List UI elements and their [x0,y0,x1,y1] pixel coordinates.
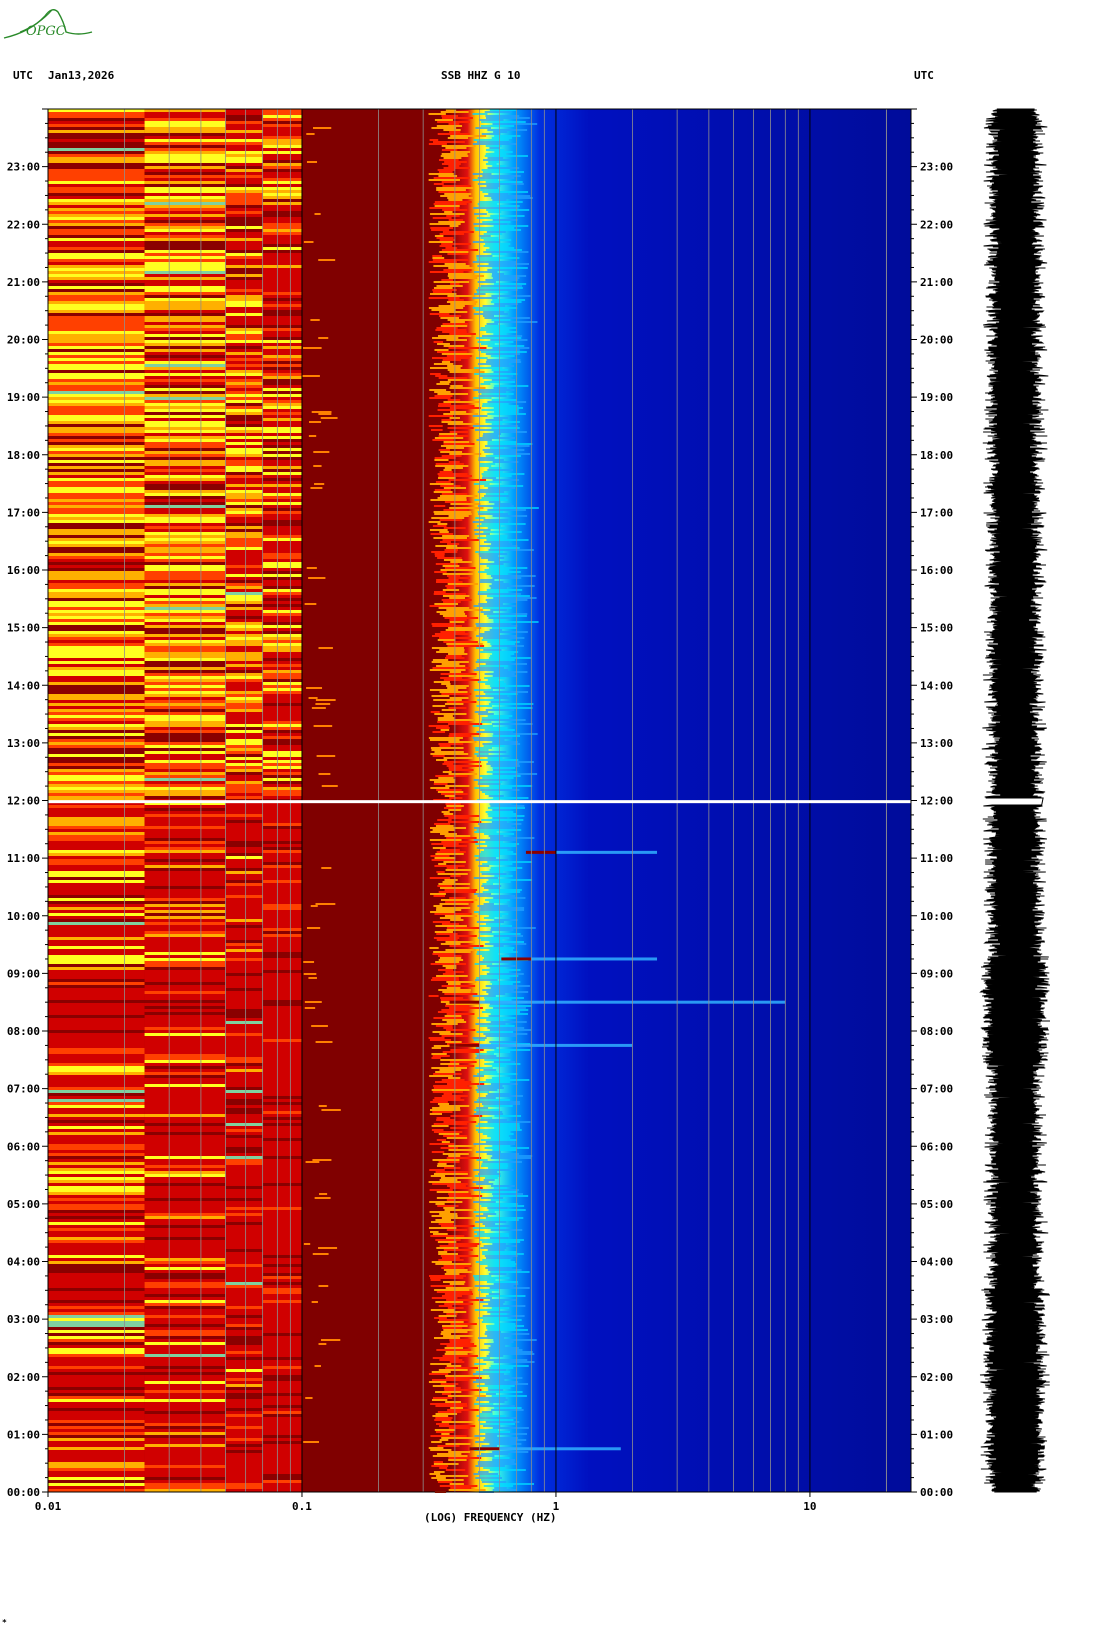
y-tick-label-left: 09:00 [7,967,40,980]
event-line [555,850,658,854]
x-axis-label: (LOG) FREQUENCY (HZ) [424,1511,557,1524]
y-tick-label-left: 01:00 [7,1428,40,1441]
y-tick-label-left: 19:00 [7,391,40,404]
y-tick-label-right: 14:00 [920,679,953,692]
event-line [531,957,658,961]
y-tick-label-left: 17:00 [7,506,40,519]
y-tick-label-left: 10:00 [7,910,40,923]
low-frequency-bands [48,109,302,1492]
header-station: SSB HHZ G 10 [441,69,521,82]
y-tick-label-left: 11:00 [7,852,40,865]
noise-streaks [302,109,539,1493]
y-tick-label-left: 12:00 [7,795,40,808]
y-tick-label-left: 22:00 [7,218,40,231]
y-tick-label-left: 14:00 [7,679,40,692]
event-core [525,850,556,854]
y-tick-label-right: 11:00 [920,852,953,865]
seismogram-trace [979,108,1051,1493]
y-tick-label-right: 06:00 [920,1140,953,1153]
y-tick-label-right: 10:00 [920,910,953,923]
y-tick-label-left: 02:00 [7,1371,40,1384]
time-ticks: 00:00 00:00 01:00 01:00 02:00 02:00 03:00 03:00… [7,108,953,1513]
y-tick-label-right: 15:00 [920,622,953,635]
y-tick-label-left: 18:00 [7,449,40,462]
x-tick-label: 0.01 [35,1500,62,1513]
y-tick-label-right: 21:00 [920,276,953,289]
y-tick-label-right: 02:00 [920,1371,953,1384]
y-tick-label-left: 15:00 [7,622,40,635]
y-tick-label-right: 19:00 [920,391,953,404]
spectrogram-plot [48,109,911,1493]
y-tick-label-right: 20:00 [920,334,953,347]
y-tick-label-right: 17:00 [920,506,953,519]
event-core [449,1043,480,1047]
logo-text: OPGC [26,24,66,39]
data-gap-line [48,800,911,804]
y-tick-label-right: 05:00 [920,1198,953,1211]
seismogram-path [979,108,1051,1493]
y-tick-label-left: 16:00 [7,564,40,577]
opgc-logo: OPGC [0,2,95,44]
y-tick-label-left: 23:00 [7,161,40,174]
header-left-timezone: UTC [13,69,33,82]
y-tick-label-right: 18:00 [920,449,953,462]
y-tick-label-right: 07:00 [920,1083,953,1096]
y-tick-label-right: 16:00 [920,564,953,577]
logo-mark [3,9,93,39]
x-tick-label: 10 [803,1500,816,1513]
y-tick-label-right: 01:00 [920,1428,953,1441]
y-tick-label-left: 05:00 [7,1198,40,1211]
y-tick-label-right: 03:00 [920,1313,953,1326]
y-tick-label-left: 00:00 [7,1486,40,1499]
y-tick-label-left: 20:00 [7,334,40,347]
y-tick-label-right: 09:00 [920,967,953,980]
x-tick-label: 1 [553,1500,560,1513]
y-tick-label-right: 12:00 [920,795,953,808]
y-tick-label-left: 07:00 [7,1083,40,1096]
y-tick-label-right: 00:00 [920,1486,953,1499]
y-tick-label-right: 13:00 [920,737,953,750]
y-tick-label-right: 04:00 [920,1256,953,1269]
footer-mark: * [2,1618,7,1627]
y-tick-label-right: 22:00 [920,218,953,231]
x-tick-label: 0.1 [292,1500,312,1513]
event-core [469,1447,500,1451]
event-line [499,1447,621,1451]
y-tick-label-left: 13:00 [7,737,40,750]
event-core [449,1000,480,1004]
y-tick-label-left: 06:00 [7,1140,40,1153]
y-tick-label-left: 03:00 [7,1313,40,1326]
header-right-timezone: UTC [914,69,934,82]
y-tick-label-right: 23:00 [920,161,953,174]
y-tick-label-left: 21:00 [7,276,40,289]
y-tick-label-left: 04:00 [7,1256,40,1269]
spectrogram-axes: 00:00 00:00 01:00 01:00 02:00 02:00 03:00 03:00… [7,108,953,1513]
y-tick-label-left: 08:00 [7,1025,40,1038]
y-tick-label-right: 08:00 [920,1025,953,1038]
header-date: Jan13,2026 [48,69,115,82]
